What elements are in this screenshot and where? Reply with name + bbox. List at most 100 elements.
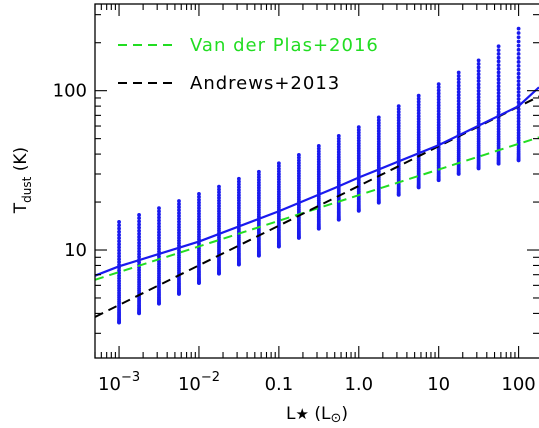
scatter-point: [476, 88, 481, 93]
scatter-point: [316, 149, 321, 154]
scatter-point: [117, 223, 121, 228]
scatter-point: [496, 52, 501, 56]
scatter-point: [316, 157, 321, 162]
scatter-point: [496, 48, 501, 53]
scatter-point: [496, 55, 501, 60]
scatter-point: [416, 102, 421, 107]
scatter-point: [436, 117, 441, 122]
scatter-point: [416, 105, 421, 110]
scatter-point: [117, 273, 121, 278]
legend-label-andrews: Andrews+2013: [190, 73, 340, 94]
scatter-point: [516, 43, 521, 48]
scatter-point: [336, 147, 341, 152]
scatter-point: [436, 91, 441, 96]
scatter-point: [376, 121, 381, 125]
scatter-point: [157, 209, 161, 214]
scatter-point: [436, 97, 441, 102]
scatter-point: [117, 236, 121, 241]
scatter-point: [177, 205, 181, 209]
scatter-point: [516, 67, 521, 72]
scatter-point: [137, 219, 141, 224]
scatter-point: [316, 154, 321, 159]
scatter-point: [516, 93, 521, 98]
legend-label-van-der-plas: Van der Plas+2016: [190, 35, 379, 56]
scatter-point: [117, 242, 121, 247]
scatter-point: [456, 108, 461, 112]
scatter-point: [476, 116, 481, 120]
scatter-point: [137, 213, 141, 217]
scatter-point: [416, 108, 421, 113]
scatter-point: [436, 112, 441, 116]
x-tick-label: 10: [427, 374, 450, 395]
scatter-point: [236, 176, 241, 181]
scatter-point: [236, 198, 241, 203]
scatter-point: [276, 166, 281, 171]
scatter-point: [476, 101, 481, 106]
scatter-point: [456, 102, 461, 107]
scatter-point: [516, 47, 521, 52]
scatter-point: [436, 114, 441, 119]
scatter-point: [256, 180, 261, 185]
x-axis-title: L★ (L⊙): [286, 404, 348, 426]
scatter-point: [396, 104, 401, 109]
scatter-point: [456, 70, 461, 75]
scatter-point: [456, 90, 461, 94]
scatter-point: [177, 222, 181, 227]
scatter-point: [436, 88, 441, 93]
scatter-point: [376, 115, 381, 120]
scatter-point: [157, 212, 161, 217]
scatter-point: [416, 119, 421, 124]
scatter-point: [396, 129, 401, 134]
scatter-point: [516, 35, 521, 40]
scatter-point: [217, 198, 221, 203]
scatter-point: [157, 238, 161, 243]
series-line-2: [94, 86, 539, 277]
scatter-point: [496, 110, 501, 114]
scatter-point: [496, 97, 501, 102]
scatter-point: [516, 26, 521, 31]
scatter-point: [177, 230, 181, 235]
scatter-point: [496, 59, 501, 64]
scatter-point: [376, 129, 381, 133]
scatter-point: [117, 276, 121, 281]
scatter-point: [436, 103, 441, 108]
scatter-point: [416, 111, 421, 116]
scatter-point: [236, 185, 241, 190]
scatter-point: [396, 123, 401, 128]
scatter-point: [177, 233, 181, 238]
scatter-point: [256, 185, 261, 190]
scatter-point: [296, 158, 301, 163]
scatter-point: [516, 100, 521, 105]
scatter-point: [157, 236, 161, 240]
scatter-point: [117, 248, 121, 253]
scatter-point: [197, 214, 201, 219]
scatter-point: [476, 110, 481, 115]
y-tick-label: 100: [53, 81, 87, 102]
scatter-point: [396, 118, 401, 123]
scatter-point: [516, 71, 521, 76]
scatter-point: [356, 125, 361, 130]
scatter-point: [516, 56, 521, 60]
scatter-point: [396, 107, 401, 111]
scatter-point: [456, 111, 461, 115]
scatter-point: [256, 183, 261, 188]
scatter-point: [516, 63, 521, 68]
scatter-point: [157, 247, 161, 251]
scatter-point: [336, 139, 341, 144]
scatter-point: [157, 215, 161, 220]
scatter-point: [476, 82, 481, 87]
scatter-point: [276, 172, 281, 176]
scatter-point: [117, 233, 121, 237]
scatter-point: [396, 126, 401, 131]
scatter-point: [456, 73, 461, 78]
scatter-point: [197, 194, 201, 199]
scatter-point: [436, 128, 441, 133]
x-tick-label: 10−3: [98, 370, 140, 395]
scatter-point: [476, 107, 481, 112]
plot-frame: [94, 3, 539, 359]
scatter-point: [177, 228, 181, 232]
scatter-point: [336, 142, 341, 146]
scatter-point: [356, 133, 361, 138]
scatter-point: [396, 131, 401, 136]
scatter-point: [137, 252, 141, 257]
